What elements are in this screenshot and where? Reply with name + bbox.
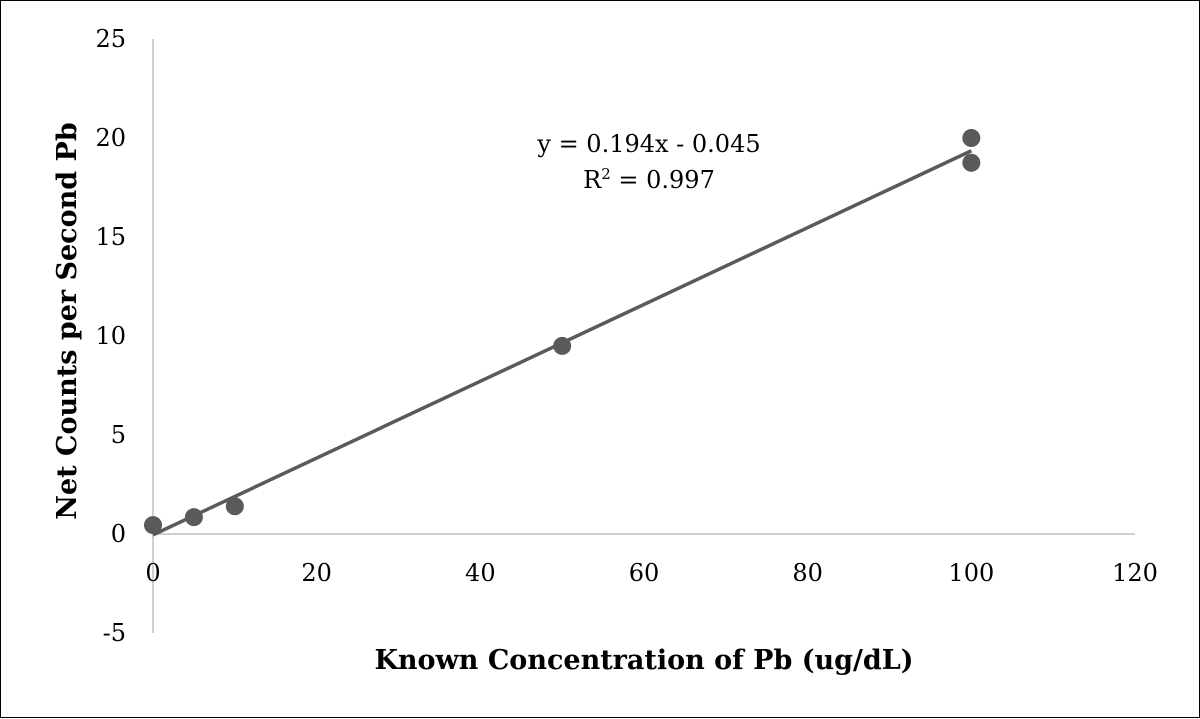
y-tick-label: 0 (111, 520, 126, 548)
x-tick-label: 40 (465, 559, 496, 587)
data-point (184, 508, 203, 527)
data-point (962, 129, 981, 147)
y-tick-label: 25 (95, 25, 126, 53)
x-tick-label: 20 (301, 559, 332, 587)
y-tick-label: 20 (95, 124, 126, 152)
r-squared-prefix: R (583, 166, 602, 194)
x-tick-label: 80 (792, 559, 823, 587)
x-tick-label: 120 (1112, 559, 1158, 587)
x-axis-title: Known Concentration of Pb (ug/dL) (374, 645, 913, 676)
y-tick-label: -5 (103, 619, 126, 647)
r-squared-superscript: 2 (601, 165, 611, 183)
y-axis-title: Net Counts per Second Pb (52, 122, 83, 519)
r-squared-label: R2 = 0.997 (583, 165, 715, 194)
x-tick-label: 0 (145, 559, 160, 587)
data-point (225, 497, 244, 516)
r-squared-value: = 0.997 (611, 166, 715, 194)
data-point (962, 153, 981, 172)
data-point (553, 336, 572, 355)
y-tick-labels: -5 0 5 10 15 20 25 (95, 25, 126, 647)
y-tick-label: 5 (111, 421, 126, 449)
axes (152, 39, 1135, 633)
x-tick-label: 100 (948, 559, 994, 587)
data-point (144, 516, 162, 535)
trendline-equation: y = 0.194x - 0.045 (536, 130, 760, 158)
x-tick-label: 60 (629, 559, 660, 587)
y-tick-label: 15 (95, 223, 126, 251)
x-tick-labels: 0 20 40 60 80 100 120 (145, 559, 1158, 587)
data-points (144, 129, 981, 535)
y-tick-label: 10 (95, 322, 126, 350)
